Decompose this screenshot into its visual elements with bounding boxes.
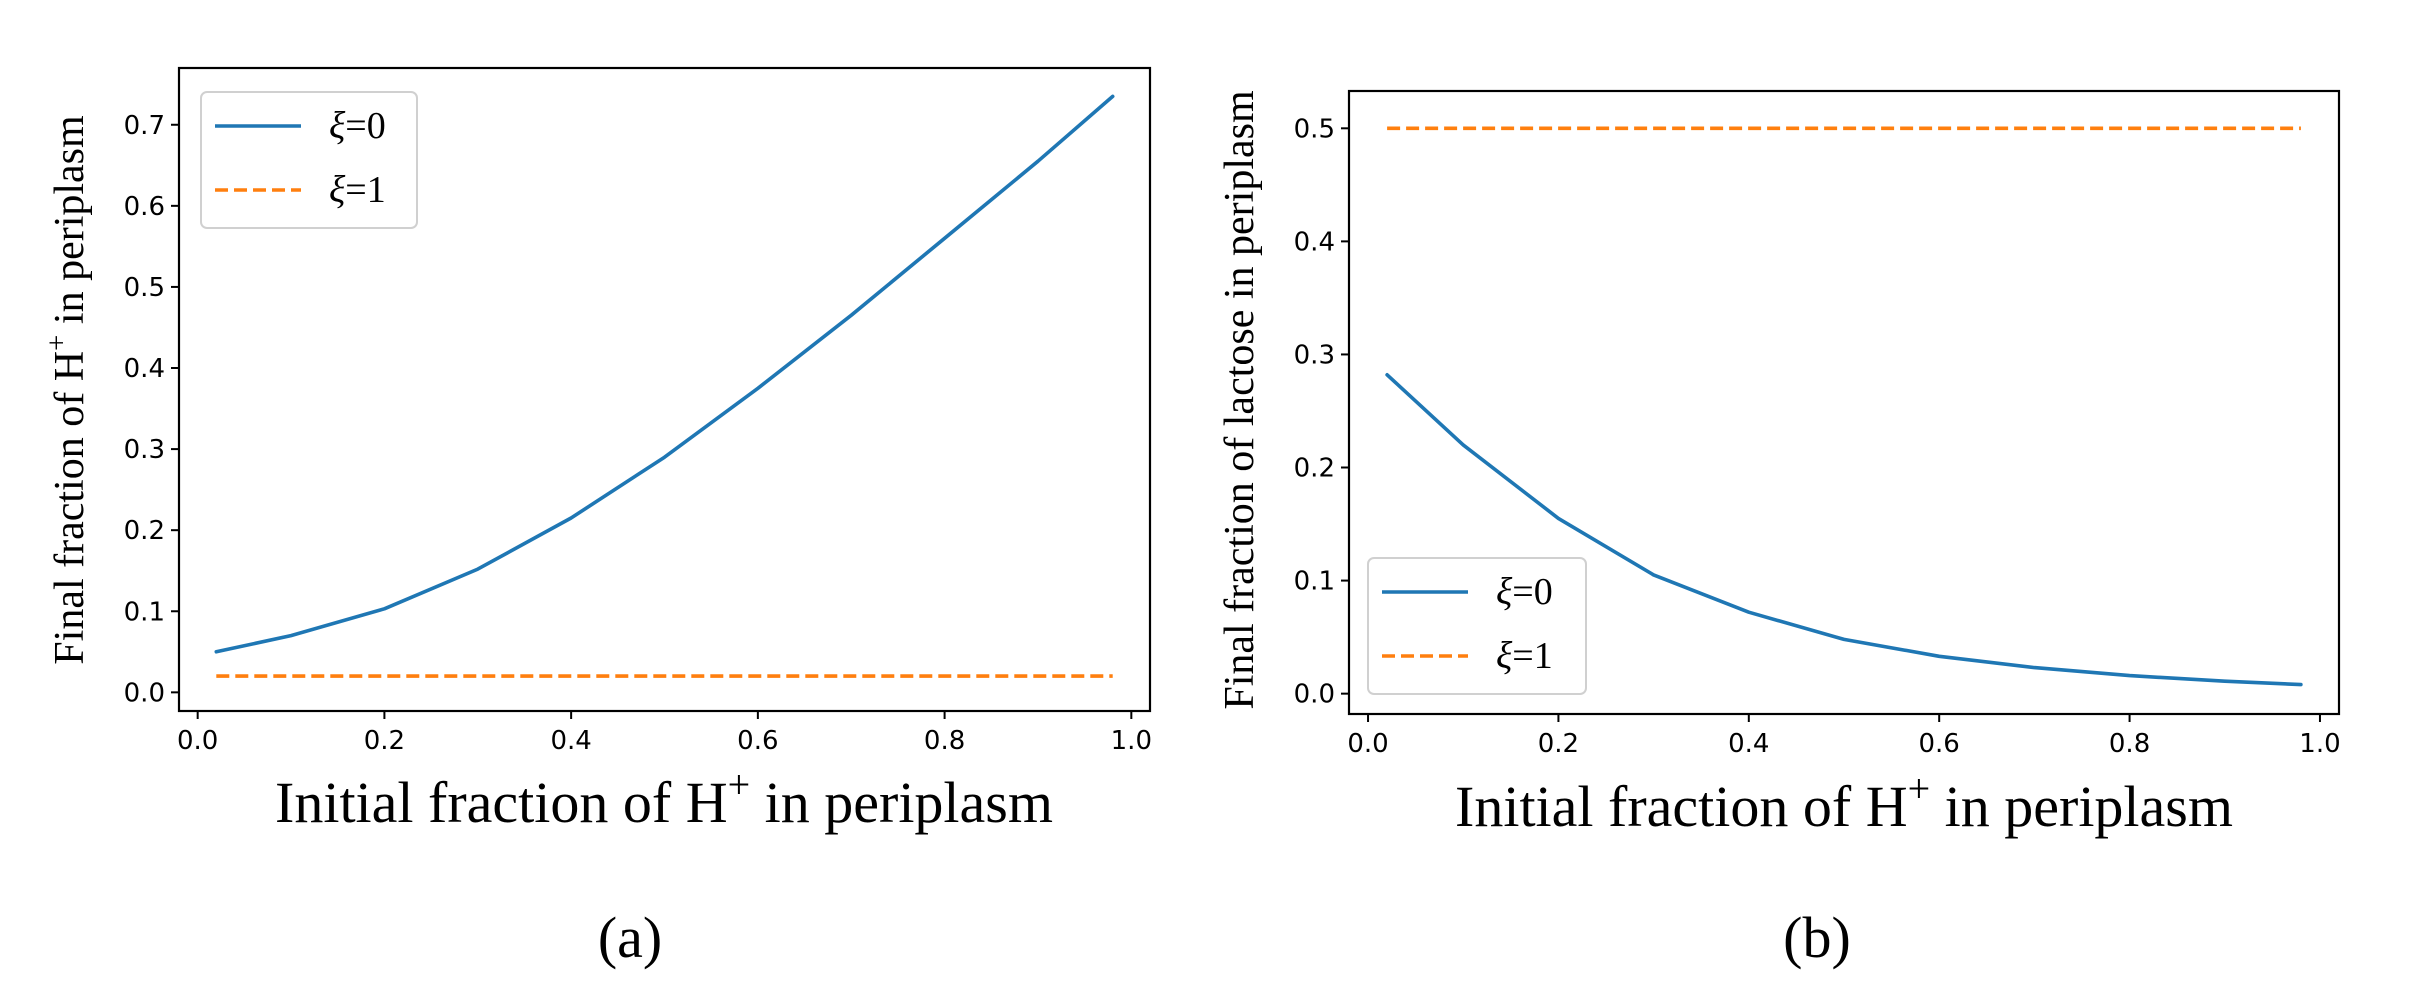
legend-label-a-0: ξ=0 bbox=[329, 105, 386, 147]
x-tick-label-b: 0.2 bbox=[1538, 729, 1579, 759]
y-tick-label-a: 0.1 bbox=[124, 597, 165, 627]
legend-label-a-1: ξ=1 bbox=[329, 169, 386, 211]
x-tick-label-b: 1.0 bbox=[2299, 729, 2340, 759]
y-tick-label-b: 0.2 bbox=[1294, 454, 1335, 484]
x-tick-label-b: 0.0 bbox=[1347, 729, 1388, 759]
y-tick-label-a: 0.3 bbox=[124, 435, 165, 465]
x-tick-label-b: 0.8 bbox=[2109, 729, 2150, 759]
x-axis-label-b: Initial fraction of H+ in periplasm bbox=[1455, 766, 2233, 839]
y-tick-label-a: 0.0 bbox=[124, 678, 165, 708]
legend-box-b bbox=[1367, 557, 1587, 695]
y-axis-label-b: Final fraction of lactose in periplasm bbox=[1217, 90, 1263, 710]
x-tick-label-a: 0.8 bbox=[924, 726, 965, 756]
x-tick-label-a: 0.0 bbox=[177, 726, 218, 756]
y-tick-label-a: 0.2 bbox=[124, 516, 165, 546]
legend-b: ξ=0 ξ=1 bbox=[1367, 557, 1587, 695]
y-tick-label-a: 0.5 bbox=[124, 273, 165, 303]
y-tick-label-a: 0.4 bbox=[124, 354, 165, 384]
y-tick-label-b: 0.0 bbox=[1294, 680, 1335, 710]
chart-panel-a: 0.0 0.2 0.4 0.6 0.8 1.0 0.0 0.1 0.2 0.3 0.4 0.5 0.6… bbox=[41, 66, 1152, 970]
series-line-a-0 bbox=[214, 94, 1115, 654]
x-tick-label-a: 0.4 bbox=[550, 726, 591, 756]
legend-label-b-1: ξ=1 bbox=[1496, 635, 1553, 677]
y-tick-label-b: 0.1 bbox=[1294, 567, 1335, 597]
y-tick-label-b: 0.3 bbox=[1294, 340, 1335, 370]
panel-label-a: (a) bbox=[598, 905, 662, 970]
y-tick-label-a: 0.7 bbox=[124, 111, 165, 141]
legend-a: ξ=0 ξ=1 bbox=[200, 91, 418, 229]
x-tick-label-b: 0.4 bbox=[1728, 729, 1769, 759]
x-tick-label-a: 1.0 bbox=[1111, 726, 1152, 756]
x-axis-label-a: Initial fraction of H+ in periplasm bbox=[275, 762, 1053, 835]
y-tick-label-b: 0.4 bbox=[1294, 227, 1335, 257]
x-tick-label-a: 0.2 bbox=[364, 726, 405, 756]
x-tick-label-a: 0.6 bbox=[737, 726, 778, 756]
plot-frame-a bbox=[177, 66, 1152, 713]
legend-label-b-0: ξ=0 bbox=[1496, 571, 1553, 613]
x-tick-label-b: 0.6 bbox=[1919, 729, 1960, 759]
y-axis-label-a: Final fraction of H+ in periplasm bbox=[41, 115, 93, 665]
y-tick-label-b: 0.5 bbox=[1294, 114, 1335, 144]
series-line-b-0 bbox=[1385, 372, 2303, 687]
chart-panel-b: 0.0 0.2 0.4 0.6 0.8 1.0 0.0 0.1 0.2 0.3 0.4 0.5 ξ=… bbox=[1217, 89, 2341, 970]
plot-frame-b bbox=[1347, 89, 2341, 716]
panel-label-b: (b) bbox=[1783, 905, 1851, 970]
y-tick-label-a: 0.6 bbox=[124, 192, 165, 222]
